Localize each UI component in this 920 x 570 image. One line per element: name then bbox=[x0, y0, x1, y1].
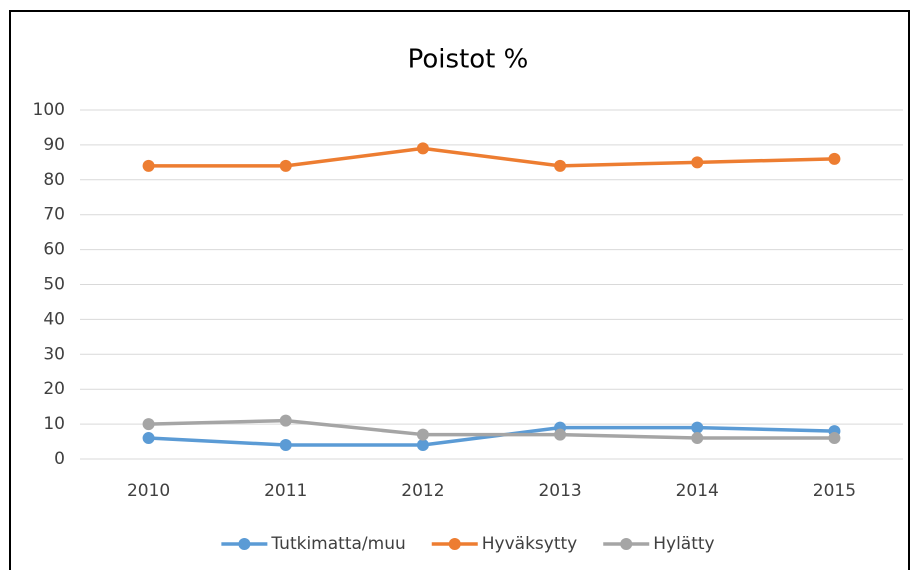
legend-marker bbox=[238, 538, 251, 550]
x-tick-label: 2012 bbox=[401, 481, 444, 501]
legend-label: Hyväksytty bbox=[482, 534, 577, 554]
point bbox=[416, 428, 429, 441]
y-tick-label: 50 bbox=[43, 275, 65, 295]
y-tick-label: 90 bbox=[43, 135, 65, 155]
chart-title: Poistot % bbox=[408, 45, 529, 75]
legend-label: Tutkimatta/muu bbox=[270, 534, 405, 554]
x-tick-label: 2015 bbox=[813, 481, 856, 501]
point bbox=[554, 159, 567, 172]
point bbox=[691, 156, 704, 169]
legend-marker bbox=[620, 538, 633, 550]
y-tick-label: 10 bbox=[43, 414, 65, 434]
series-line bbox=[148, 146, 835, 168]
point bbox=[142, 418, 155, 431]
point bbox=[279, 414, 292, 427]
y-tick-label: 70 bbox=[43, 205, 65, 225]
point bbox=[691, 421, 704, 434]
legend-label: Hylätty bbox=[653, 534, 714, 554]
x-tick-label: 2013 bbox=[538, 481, 581, 501]
point bbox=[828, 432, 841, 445]
y-tick-label: 40 bbox=[43, 309, 65, 329]
point bbox=[554, 428, 567, 441]
point bbox=[828, 152, 841, 165]
y-tick-label: 80 bbox=[43, 170, 65, 190]
point bbox=[691, 432, 704, 445]
series-line bbox=[148, 418, 835, 440]
point bbox=[416, 142, 429, 155]
chart-frame bbox=[9, 10, 910, 570]
x-tick-label: 2010 bbox=[127, 481, 170, 501]
point bbox=[279, 159, 292, 172]
y-tick-label: 60 bbox=[43, 240, 65, 260]
y-tick-label: 100 bbox=[33, 100, 65, 120]
y-tick-label: 30 bbox=[43, 344, 65, 364]
x-tick-label: 2011 bbox=[264, 481, 307, 501]
point bbox=[142, 432, 155, 445]
point bbox=[142, 159, 155, 172]
y-tick-label: 20 bbox=[43, 379, 65, 399]
y-tick-label: 0 bbox=[54, 449, 65, 469]
point bbox=[416, 439, 429, 452]
legend-marker bbox=[448, 538, 461, 550]
x-tick-label: 2014 bbox=[676, 481, 719, 501]
point bbox=[279, 439, 292, 452]
